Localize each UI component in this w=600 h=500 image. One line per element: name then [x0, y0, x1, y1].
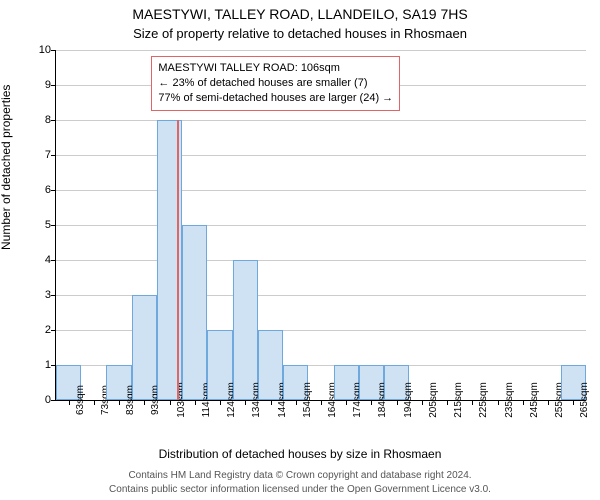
info-box-line-smaller: ← 23% of detached houses are smaller (7)	[158, 76, 393, 91]
info-box-title: MAESTYWI TALLEY ROAD: 106sqm	[158, 61, 393, 76]
y-tick-label: 6	[45, 184, 56, 196]
y-tick-label: 10	[39, 44, 56, 56]
gridline	[56, 260, 586, 261]
plot-area: 01234567891063sqm73sqm83sqm93sqm103sqm11…	[55, 50, 586, 401]
x-tick-label: 235sqm	[498, 382, 515, 418]
x-tick-label: 245sqm	[523, 382, 540, 418]
bar	[233, 260, 258, 400]
y-tick-label: 1	[45, 359, 56, 371]
x-tick-label: 265sqm	[573, 382, 590, 418]
info-box-line-larger: 77% of semi-detached houses are larger (…	[158, 91, 393, 106]
marker-line	[177, 120, 179, 400]
chart-container: MAESTYWI, TALLEY ROAD, LLANDEILO, SA19 7…	[0, 0, 600, 500]
x-tick-label: 205sqm	[422, 382, 439, 418]
y-tick-label: 5	[45, 219, 56, 231]
chart-title-line-1: MAESTYWI, TALLEY ROAD, LLANDEILO, SA19 7…	[0, 6, 600, 22]
y-tick-label: 0	[45, 394, 56, 406]
y-axis-label: Number of detached properties	[0, 85, 13, 250]
info-box: MAESTYWI TALLEY ROAD: 106sqm← 23% of det…	[151, 56, 400, 111]
y-tick-label: 2	[45, 324, 56, 336]
y-tick-label: 9	[45, 79, 56, 91]
x-tick-label: 215sqm	[447, 382, 464, 418]
x-tick-label: 225sqm	[472, 382, 489, 418]
gridline	[56, 225, 586, 226]
footer-line-1: Contains HM Land Registry data © Crown c…	[0, 470, 600, 481]
gridline	[56, 50, 586, 51]
gridline	[56, 120, 586, 121]
x-tick-label: 154sqm	[296, 382, 313, 418]
x-tick-label: 63sqm	[69, 385, 86, 415]
y-tick-label: 4	[45, 254, 56, 266]
gridline	[56, 155, 586, 156]
y-tick-label: 7	[45, 149, 56, 161]
footer-line-2: Contains public sector information licen…	[0, 484, 600, 495]
x-axis-label: Distribution of detached houses by size …	[0, 447, 600, 461]
chart-title-line-2: Size of property relative to detached ho…	[0, 26, 600, 41]
y-tick-label: 8	[45, 114, 56, 126]
x-tick-label: 194sqm	[397, 382, 414, 418]
y-tick-label: 3	[45, 289, 56, 301]
gridline	[56, 190, 586, 191]
bar	[182, 225, 207, 400]
